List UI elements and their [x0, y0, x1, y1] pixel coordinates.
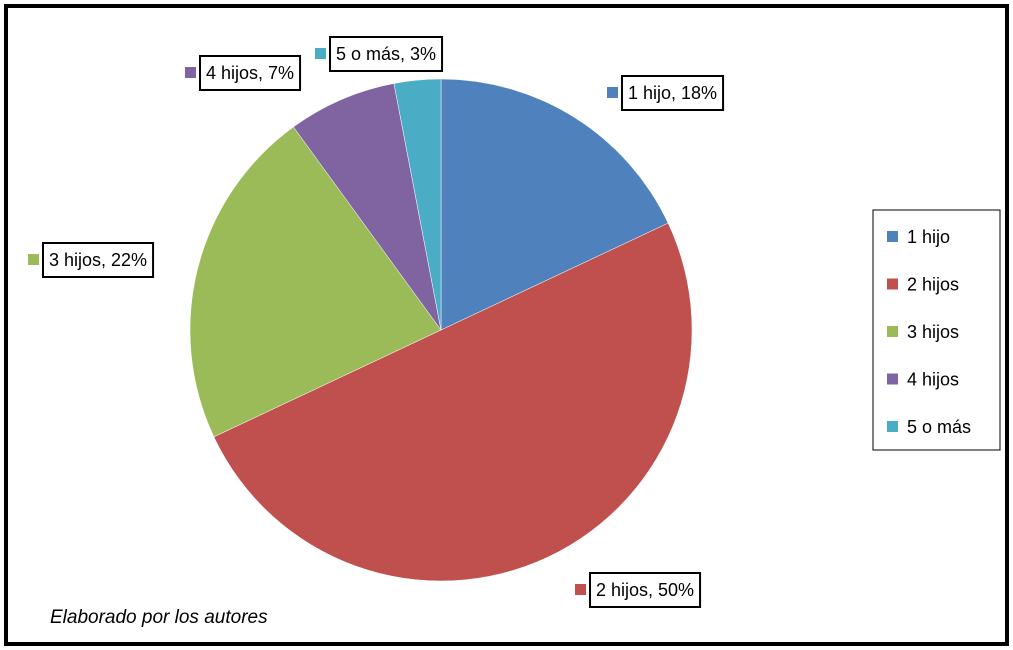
label-marker: [607, 87, 618, 98]
legend-swatch: [887, 278, 898, 290]
label-marker: [185, 67, 196, 78]
label-marker: [28, 254, 39, 265]
legend-swatch: [887, 373, 898, 385]
data-label: 1 hijo, 18%: [628, 83, 717, 103]
data-label: 3 hijos, 22%: [49, 250, 147, 270]
label-box: [199, 55, 302, 91]
label-box: [621, 75, 725, 111]
legend-swatch: [887, 231, 898, 242]
label-marker: [575, 584, 586, 595]
legend-swatch: [887, 326, 898, 337]
label-box: [42, 242, 155, 278]
source-note: Elaborado por los autores: [50, 607, 268, 628]
legend-label: 1 hijo: [907, 227, 950, 247]
data-label: 2 hijos, 50%: [596, 580, 694, 600]
legend-swatch: [887, 421, 898, 432]
legend-label: 5 o más: [907, 417, 971, 437]
pie-slice: [189, 126, 442, 438]
data-label: 5 o más, 3%: [336, 44, 436, 64]
chart-frame: [4, 4, 1009, 646]
data-label: 4 hijos, 7%: [206, 63, 294, 83]
legend-label: 4 hijos: [907, 369, 959, 389]
pie-slice: [440, 78, 669, 331]
label-box: [329, 36, 444, 72]
pie-slice: [293, 83, 442, 331]
pie-slice: [393, 78, 442, 331]
pie-slice: [213, 222, 693, 582]
label-box: [589, 572, 702, 608]
label-marker: [315, 48, 326, 59]
legend-label: 2 hijos: [907, 274, 959, 294]
legend-label: 3 hijos: [907, 322, 959, 342]
